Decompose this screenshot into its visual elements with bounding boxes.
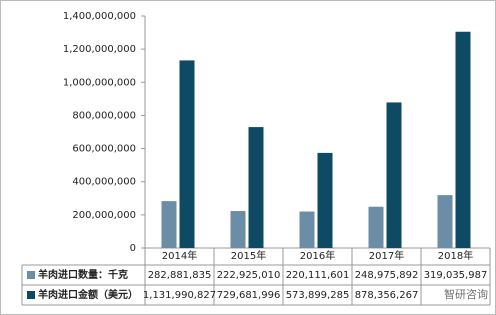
- bar: [230, 211, 246, 248]
- legend-swatch: [27, 291, 35, 299]
- y-tick-label: 0: [130, 243, 136, 254]
- table-cell: 729,681,996: [217, 290, 281, 301]
- y-tick-label: 800,000,000: [72, 110, 136, 121]
- bar: [386, 102, 402, 248]
- table-cell: 878,356,267: [355, 290, 419, 301]
- y-tick-label: 1,200,000,000: [63, 44, 136, 55]
- table-cell: 573,899,285: [286, 290, 350, 301]
- x-tick-label: 2017年: [369, 249, 404, 262]
- x-tick-label: 2016年: [300, 249, 335, 262]
- bar: [248, 127, 264, 248]
- y-tick-label: 400,000,000: [72, 177, 136, 188]
- x-tick-label: 2015年: [231, 249, 266, 262]
- x-tick-label: 2014年: [162, 249, 197, 262]
- bar: [161, 201, 177, 248]
- bar: [179, 60, 195, 248]
- bar: [368, 206, 384, 248]
- y-tick-label: 1,000,000,000: [63, 77, 136, 88]
- table-cell: 1,131,990,827: [143, 290, 216, 301]
- y-tick-label: 200,000,000: [72, 210, 136, 221]
- bar: [317, 152, 333, 248]
- table-cell: 220,111,601: [286, 270, 350, 281]
- watermark: 智研咨询: [444, 287, 488, 301]
- table-cell: 319,035,987: [424, 270, 488, 281]
- x-tick-label: 2018年: [438, 249, 473, 262]
- table-cell: 222,925,010: [217, 270, 281, 281]
- legend-label: 羊肉进口金额（美元）: [38, 288, 138, 301]
- bar: [455, 31, 471, 248]
- y-tick-label: 1,400,000,000: [63, 11, 136, 22]
- table-cell: 248,975,892: [355, 270, 419, 281]
- y-tick-label: 600,000,000: [72, 144, 136, 155]
- legend-label: 羊肉进口数量：千克: [38, 268, 128, 281]
- table-cell: 282,881,835: [148, 270, 212, 281]
- bar: [437, 195, 453, 248]
- legend-swatch: [27, 271, 35, 279]
- bar: [299, 211, 315, 248]
